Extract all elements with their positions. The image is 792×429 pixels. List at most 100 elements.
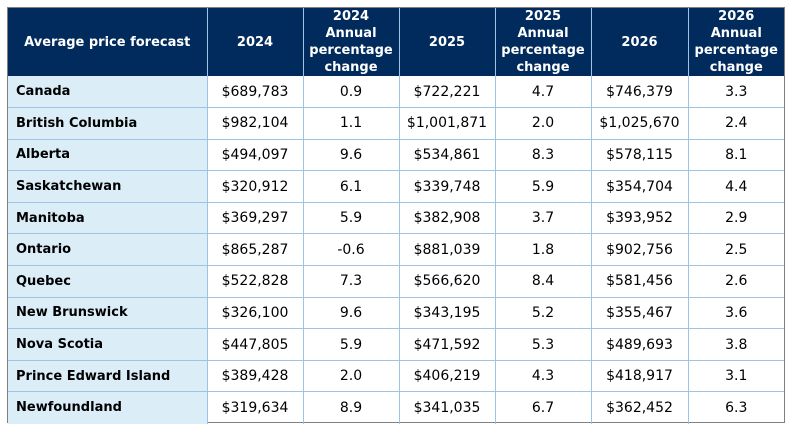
table-row: Saskatchewan $320,912 6.1 $339,748 5.9 $354,7… (8, 170, 784, 203)
cell-change-2026: 2.4 (688, 107, 784, 140)
cell-price-2025: $341,035 (399, 391, 496, 424)
cell-price-2025: $382,908 (399, 202, 496, 235)
table-row: Alberta $494,097 9.6 $534,861 8.3 $578,115 8.1 (8, 139, 784, 172)
cell-price-2025: $881,039 (399, 233, 496, 267)
cell-change-2026: 2.5 (688, 233, 784, 267)
cell-change-2026: 8.1 (688, 139, 784, 172)
cell-price-2024: $494,097 (207, 139, 304, 172)
cell-region: Canada (8, 76, 208, 109)
cell-change-2026: 3.1 (688, 360, 784, 393)
cell-price-2025: $406,219 (399, 360, 496, 393)
header-2024-change: 2024 Annual percentage change (303, 8, 400, 76)
header-2025-change: 2025 Annual percentage change (495, 8, 592, 76)
cell-region: Saskatchewan (8, 170, 208, 203)
cell-change-2026: 2.6 (688, 265, 784, 298)
cell-change-2025: 6.7 (495, 391, 592, 424)
table-row: British Columbia $982,104 1.1 $1,001,871 2.0… (8, 107, 784, 140)
table-row: Prince Edward Island $389,428 2.0 $406,219 4… (8, 360, 784, 393)
forecast-table-frame: Average price forecast 2024 2024 Annual … (7, 7, 785, 424)
cell-price-2026: $362,452 (591, 391, 689, 424)
cell-price-2024: $369,297 (207, 202, 304, 235)
cell-region: Alberta (8, 139, 208, 172)
cell-price-2024: $319,634 (207, 391, 304, 424)
cell-change-2025: 1.8 (495, 233, 592, 267)
cell-change-2024: 0.9 (303, 76, 400, 109)
cell-region: British Columbia (8, 107, 208, 140)
cell-change-2024: 9.6 (303, 297, 400, 330)
cell-change-2026: 2.9 (688, 202, 784, 235)
cell-price-2024: $326,100 (207, 297, 304, 330)
cell-price-2025: $534,861 (399, 139, 496, 172)
cell-price-2026: $393,952 (591, 202, 689, 235)
cell-price-2024: $447,805 (207, 328, 304, 361)
cell-region: Newfoundland (8, 391, 208, 424)
cell-change-2025: 4.3 (495, 360, 592, 393)
cell-price-2025: $343,195 (399, 297, 496, 330)
cell-change-2025: 5.9 (495, 170, 592, 203)
table-body: Canada $689,783 0.9 $722,221 4.7 $746,379 3.3 B… (8, 76, 784, 424)
cell-price-2024: $320,912 (207, 170, 304, 203)
cell-price-2026: $578,115 (591, 139, 689, 172)
cell-change-2025: 4.7 (495, 76, 592, 109)
header-2024: 2024 (207, 8, 304, 76)
cell-change-2025: 8.4 (495, 265, 592, 298)
cell-change-2024: 8.9 (303, 391, 400, 424)
table-row: Nova Scotia $447,805 5.9 $471,592 5.3 $489,69… (8, 328, 784, 361)
cell-price-2024: $522,828 (207, 265, 304, 298)
header-2026: 2026 (591, 8, 689, 76)
cell-change-2026: 6.3 (725, 399, 748, 416)
table-row: Ontario $865,287 -0.6 $881,039 1.8 $902,756 2.… (8, 233, 784, 267)
cell-change-2026: 3.6 (688, 297, 784, 330)
cell-region: Quebec (8, 265, 208, 298)
cell-change-2025: 2.0 (495, 107, 592, 140)
header-row: Average price forecast 2024 2024 Annual … (8, 8, 784, 76)
cell-change-2025: 8.3 (495, 139, 592, 172)
cell-price-2025: $722,221 (399, 76, 496, 109)
cell-region: New Brunswick (8, 297, 208, 330)
cell-change-2024: 7.3 (303, 265, 400, 298)
cell-region: Nova Scotia (8, 328, 208, 361)
cell-price-2025: $471,592 (399, 328, 496, 361)
table-row: Quebec $522,828 7.3 $566,620 8.4 $581,456 2.6 (8, 265, 784, 298)
cell-price-2025: $339,748 (399, 170, 496, 203)
cell-price-2024: $389,428 (207, 360, 304, 393)
cell-price-2026: $355,467 (591, 297, 689, 330)
price-forecast-table: Average price forecast 2024 2024 Annual … (8, 8, 784, 424)
cell-change-2024: 5.9 (303, 328, 400, 361)
table-row: Manitoba $369,297 5.9 $382,908 3.7 $393,952 2.… (8, 202, 784, 235)
cell-change-2025: 5.2 (495, 297, 592, 330)
cell-change-2024: 5.9 (303, 202, 400, 235)
cell-change-2025: 5.3 (495, 328, 592, 361)
header-2026-change: 2026 Annual percentage change (688, 8, 784, 76)
cell-price-2026: $902,756 (591, 233, 689, 267)
header-2025: 2025 (399, 8, 496, 76)
cell-price-2024: $865,287 (207, 233, 304, 267)
cell-price-2025: $566,620 (399, 265, 496, 298)
cell-price-2026: $746,379 (591, 76, 689, 109)
cell-region: Manitoba (8, 202, 208, 235)
cell-price-2024: $982,104 (207, 107, 304, 140)
table-row: Newfoundland $319,634 8.9 $341,035 6.7 $362,4… (8, 391, 784, 424)
cell-change-2024: 1.1 (303, 107, 400, 140)
table-row: New Brunswick $326,100 9.6 $343,195 5.2 $355,… (8, 297, 784, 330)
cell-change-2026: 4.4 (688, 170, 784, 203)
cell-change-2026: 3.8 (688, 328, 784, 361)
cell-change-2024: -0.6 (303, 233, 400, 267)
cell-change-2026: 3.3 (688, 76, 784, 109)
cell-change-2024: 2.0 (303, 360, 400, 393)
cell-price-2024: $689,783 (207, 76, 304, 109)
table-header: Average price forecast 2024 2024 Annual … (8, 8, 784, 76)
cell-price-2026: $489,693 (591, 328, 689, 361)
cell-price-2026: $354,704 (591, 170, 689, 203)
cell-region: Ontario (8, 233, 208, 267)
cell-price-2026: $418,917 (591, 360, 689, 393)
cell-price-2026: $1,025,670 (591, 107, 689, 140)
cell-change-2025: 3.7 (495, 202, 592, 235)
header-region: Average price forecast (8, 8, 208, 76)
cell-price-2026: $581,456 (591, 265, 689, 298)
table-row: Canada $689,783 0.9 $722,221 4.7 $746,379 3.3 (8, 76, 784, 109)
cell-change-2024: 9.6 (303, 139, 400, 172)
cell-change-2024: 6.1 (303, 170, 400, 203)
cell-price-2025: $1,001,871 (399, 107, 496, 140)
cell-region: Prince Edward Island (8, 360, 208, 393)
